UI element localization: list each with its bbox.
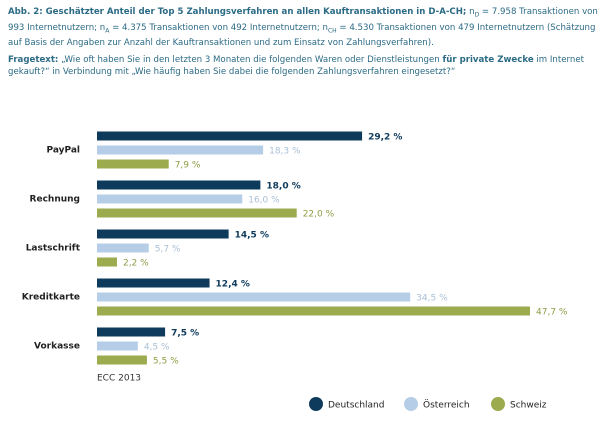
bar [97,180,261,190]
category-label: Lastschrift [26,244,81,254]
bar [97,243,149,253]
legend-label: Schweiz [510,401,547,411]
category-label: Vorkasse [34,342,80,352]
question: Fragetext: „Wie oft haben Sie in den let… [8,54,608,78]
value-label: 18,3 % [269,147,301,157]
note: nD = 7.958 Transaktionen von 993 Interne… [8,7,598,48]
value-label: 12,4 % [216,280,250,290]
legend-marker [404,397,418,411]
value-label: 7,5 % [171,329,199,339]
note-subscript: D [474,11,480,19]
note-subscript: CH [327,27,337,35]
source: ECC 2013 [97,374,141,384]
value-label: 4,5 % [144,343,170,353]
caption: Abb. 2: Geschätzter Anteil der Top 5 Zah… [8,6,608,49]
value-label: 2,2 % [123,259,149,269]
value-label: 29,2 % [368,133,402,143]
legend-label: Deutschland [328,401,384,411]
bar [97,145,264,155]
value-label: 47,7 % [536,308,568,318]
category-label: Rechnung [30,195,80,205]
bar [97,355,147,365]
category-label: PayPal [46,146,80,156]
bar [97,292,411,302]
bar [97,159,169,169]
question-bold: für private Zwecke [442,55,534,66]
note-text: = 4.530 Transaktionen von 479 Internetnu… [8,22,596,49]
value-label: 14,5 % [235,231,269,241]
bar [97,327,166,337]
bar [97,341,138,351]
question-label: Fragetext: [8,55,59,66]
value-label: 34,5 % [416,294,448,304]
question-text: im Internet gekauft?“ in Verbindung mit … [8,55,585,78]
value-label: 22,0 % [303,210,335,220]
header: Abb. 2: Geschätzter Anteil der Top 5 Zah… [8,6,608,83]
question-text: „Wie oft haben Sie in den letzten 3 Mona… [61,55,440,66]
bar [97,131,363,141]
bar [97,257,117,267]
bar [97,208,297,218]
value-label: 18,0 % [266,182,300,192]
note-text: n [469,7,475,17]
legend-label: Österreich [423,400,470,411]
legend-marker [309,397,323,411]
bar [97,194,243,204]
bar [97,306,530,316]
note-text: = 4.375 Transaktionen von 492 Internetnu… [109,22,328,33]
bar [97,278,210,288]
title: Abb. 2: Geschätzter Anteil der Top 5 Zah… [8,7,467,17]
value-label: 7,9 % [175,161,201,171]
value-label: 5,7 % [155,245,181,255]
bar [97,229,229,239]
note-text: = 7.958 Transaktionen von 993 Internetnu… [8,7,598,33]
category-label: Kreditkarte [22,293,80,303]
value-label: 5,5 % [153,357,179,367]
note-subscript: A [105,27,110,35]
legend-marker [491,397,505,411]
value-label: 16,0 % [248,196,280,206]
